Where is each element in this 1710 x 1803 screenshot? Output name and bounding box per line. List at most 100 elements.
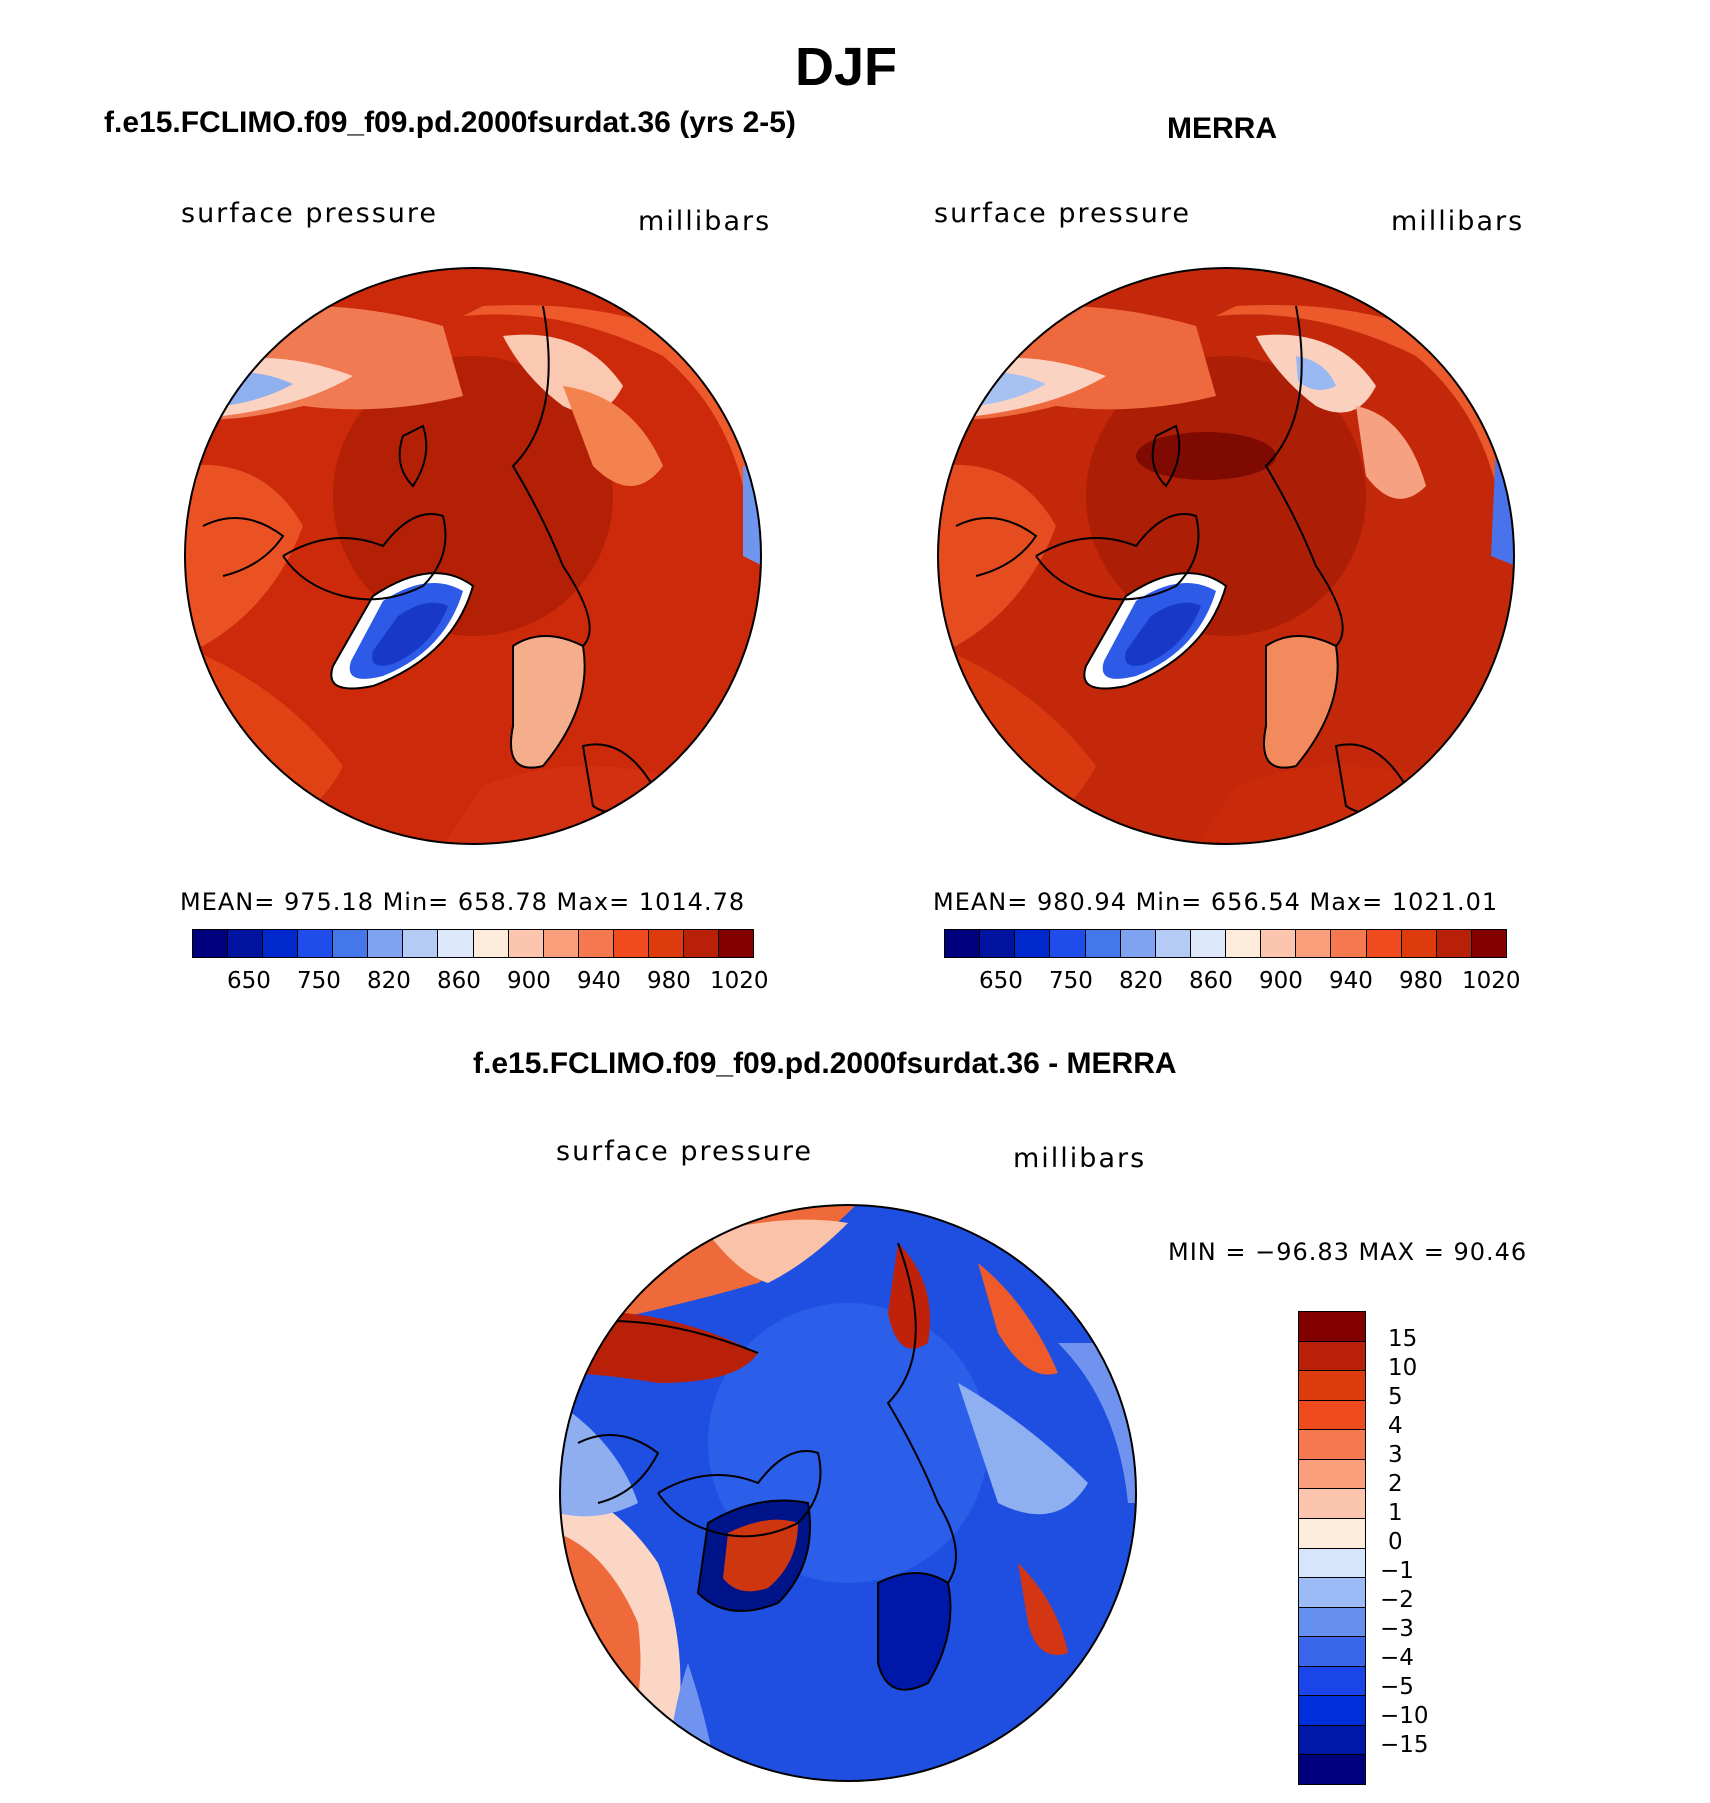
panel2-colorbar bbox=[944, 929, 1507, 958]
colorbar-tick: 1020 bbox=[1462, 968, 1521, 994]
colorbar-swatch bbox=[1299, 1370, 1365, 1400]
colorbar-swatch bbox=[1299, 1754, 1365, 1784]
colorbar-swatch bbox=[473, 930, 509, 957]
colorbar-tick: 750 bbox=[297, 968, 341, 994]
colorbar-tick: 940 bbox=[577, 968, 621, 994]
colorbar-swatch bbox=[1299, 1665, 1365, 1696]
colorbar-swatch bbox=[613, 930, 649, 957]
colorbar-tick: 3 bbox=[1388, 1442, 1403, 1468]
colorbar-swatch bbox=[1085, 930, 1121, 957]
panel3-units-label: millibars bbox=[1013, 1143, 1147, 1174]
colorbar-tick: 1020 bbox=[710, 968, 769, 994]
colorbar-swatch bbox=[683, 930, 719, 957]
colorbar-tick: −15 bbox=[1380, 1732, 1429, 1758]
colorbar-swatch bbox=[648, 930, 684, 957]
colorbar-swatch bbox=[298, 930, 334, 957]
colorbar-swatch bbox=[1015, 930, 1051, 957]
colorbar-tick: 820 bbox=[1119, 968, 1163, 994]
colorbar-swatch bbox=[403, 930, 439, 957]
colorbar-tick: 4 bbox=[1388, 1413, 1403, 1439]
colorbar-tick: 650 bbox=[227, 968, 271, 994]
panel1-colorbar-ticks: 650 750 820 860 900 940 980 1020 bbox=[192, 968, 769, 998]
colorbar-swatch bbox=[438, 930, 474, 957]
panel2-units-label: millibars bbox=[1391, 206, 1525, 237]
colorbar-swatch bbox=[1299, 1429, 1365, 1459]
colorbar-swatch bbox=[1299, 1312, 1365, 1341]
panel2-polar-map bbox=[937, 267, 1515, 845]
colorbar-swatch bbox=[333, 930, 369, 957]
colorbar-tick: 940 bbox=[1329, 968, 1373, 994]
colorbar-swatch bbox=[228, 930, 264, 957]
colorbar-swatch bbox=[508, 930, 544, 957]
colorbar-tick: 650 bbox=[979, 968, 1023, 994]
colorbar-tick: 860 bbox=[437, 968, 481, 994]
colorbar-swatch bbox=[1299, 1724, 1365, 1755]
colorbar-swatch bbox=[1299, 1636, 1365, 1666]
colorbar-swatch bbox=[1226, 930, 1262, 957]
colorbar-swatch bbox=[1299, 1488, 1365, 1518]
colorbar-swatch bbox=[263, 930, 299, 957]
panel3-stats: MIN = −96.83 MAX = 90.46 bbox=[1168, 1238, 1528, 1266]
colorbar-tick: −1 bbox=[1380, 1558, 1414, 1584]
panel1-units-label: millibars bbox=[638, 206, 772, 237]
panel3-colorbar-ticks: 15 10 5 4 3 2 1 0 −1 −2 −3 −4 −5 −10 −15 bbox=[1380, 1311, 1460, 1785]
colorbar-swatch bbox=[1299, 1547, 1365, 1578]
panel2-variable-label: surface pressure bbox=[934, 198, 1191, 229]
panel1-title: f.e15.FCLIMO.f09_f09.pd.2000fsurdat.36 (… bbox=[104, 106, 796, 139]
colorbar-swatch bbox=[1120, 930, 1156, 957]
colorbar-tick: 15 bbox=[1388, 1326, 1418, 1352]
colorbar-tick: 2 bbox=[1388, 1471, 1403, 1497]
panel1-variable-label: surface pressure bbox=[181, 198, 438, 229]
colorbar-swatch bbox=[543, 930, 579, 957]
colorbar-swatch bbox=[1331, 930, 1367, 957]
colorbar-swatch bbox=[1436, 930, 1472, 957]
colorbar-swatch bbox=[1050, 930, 1086, 957]
colorbar-swatch bbox=[1471, 930, 1506, 957]
colorbar-tick: 860 bbox=[1189, 968, 1233, 994]
colorbar-tick: 10 bbox=[1388, 1355, 1418, 1381]
panel3-polar-map bbox=[559, 1204, 1137, 1782]
panel3-variable-label: surface pressure bbox=[556, 1136, 813, 1167]
panel1-stats: MEAN= 975.18 Min= 658.78 Max= 1014.78 bbox=[180, 888, 746, 916]
colorbar-tick: −3 bbox=[1380, 1616, 1414, 1642]
colorbar-tick: 5 bbox=[1388, 1384, 1403, 1410]
colorbar-tick: −4 bbox=[1380, 1645, 1414, 1671]
colorbar-swatch bbox=[1366, 930, 1402, 957]
colorbar-tick: 900 bbox=[1259, 968, 1303, 994]
panel3-title: f.e15.FCLIMO.f09_f09.pd.2000fsurdat.36 -… bbox=[473, 1047, 1177, 1080]
colorbar-swatch bbox=[1296, 930, 1332, 957]
colorbar-tick: −5 bbox=[1380, 1674, 1414, 1700]
colorbar-swatch bbox=[1299, 1399, 1365, 1430]
colorbar-tick: −2 bbox=[1380, 1587, 1414, 1613]
colorbar-tick: −10 bbox=[1380, 1703, 1429, 1729]
colorbar-swatch bbox=[1299, 1458, 1365, 1489]
colorbar-tick: 750 bbox=[1049, 968, 1093, 994]
figure-title: DJF bbox=[795, 37, 898, 97]
colorbar-swatch bbox=[1299, 1577, 1365, 1607]
colorbar-swatch bbox=[1299, 1340, 1365, 1371]
colorbar-swatch bbox=[1299, 1517, 1365, 1548]
colorbar-tick: 0 bbox=[1388, 1529, 1403, 1555]
panel2-title: MERRA bbox=[1167, 112, 1277, 145]
colorbar-swatch bbox=[368, 930, 404, 957]
colorbar-swatch bbox=[1299, 1695, 1365, 1725]
colorbar-swatch bbox=[1299, 1606, 1365, 1637]
colorbar-tick: 900 bbox=[507, 968, 551, 994]
colorbar-swatch bbox=[1190, 930, 1226, 957]
colorbar-swatch bbox=[718, 930, 753, 957]
panel3-colorbar bbox=[1298, 1311, 1366, 1785]
colorbar-swatch bbox=[1261, 930, 1297, 957]
colorbar-swatch bbox=[578, 930, 614, 957]
panel2-colorbar-ticks: 650 750 820 860 900 940 980 1020 bbox=[944, 968, 1521, 998]
colorbar-swatch bbox=[1155, 930, 1191, 957]
colorbar-tick: 820 bbox=[367, 968, 411, 994]
colorbar-tick: 980 bbox=[647, 968, 691, 994]
colorbar-swatch bbox=[980, 930, 1016, 957]
panel1-polar-map bbox=[184, 267, 762, 845]
panel2-stats: MEAN= 980.94 Min= 656.54 Max= 1021.01 bbox=[933, 888, 1499, 916]
colorbar-swatch bbox=[193, 930, 229, 957]
panel1-colorbar bbox=[192, 929, 754, 958]
colorbar-swatch bbox=[945, 930, 981, 957]
colorbar-tick: 1 bbox=[1388, 1500, 1403, 1526]
colorbar-tick: 980 bbox=[1399, 968, 1443, 994]
